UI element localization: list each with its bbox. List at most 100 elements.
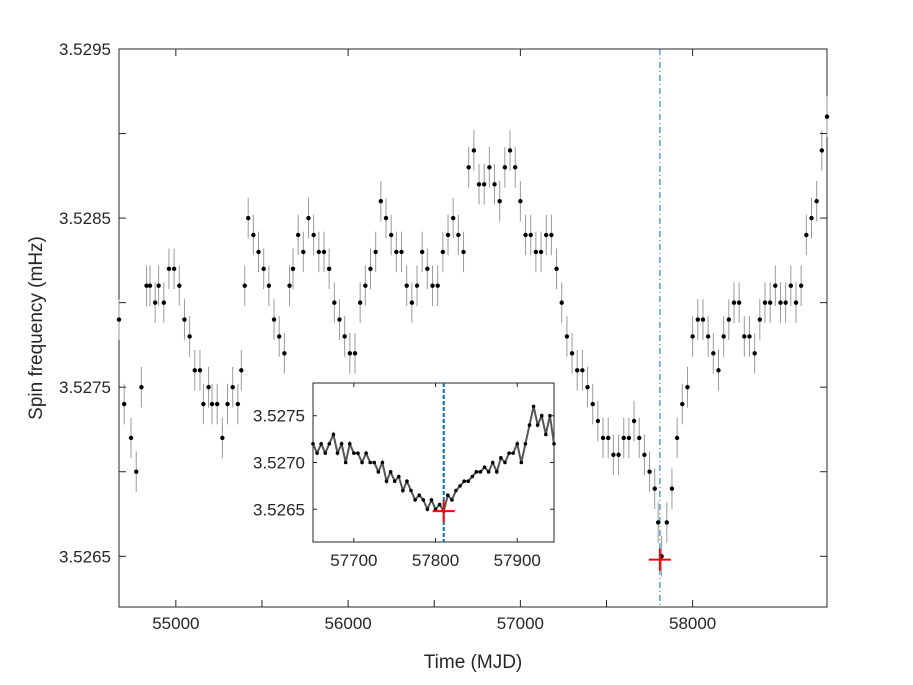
main-red-cross-marker (648, 548, 671, 571)
main-data-point (538, 249, 544, 255)
inset-data-point (437, 502, 442, 507)
main-data-point (621, 435, 626, 441)
inset-data-point (511, 451, 515, 455)
main-y-tick-label: 3.5275 (59, 378, 111, 397)
main-data-point (363, 283, 368, 288)
inset-data-point (347, 441, 352, 446)
inset-data-point (311, 441, 315, 446)
main-data-point (282, 351, 287, 356)
main-data-point (544, 232, 549, 238)
main-data-point (440, 249, 446, 255)
main-data-point (757, 317, 763, 322)
main-x-axis: 55000 56000 57000 58000 (152, 49, 716, 633)
inset-data-points (311, 404, 556, 513)
inset-data-point (503, 460, 507, 465)
main-data-point (788, 283, 794, 288)
inset-data-point (429, 498, 434, 502)
main-data-point (680, 401, 685, 407)
main-data-point (378, 198, 384, 204)
main-data-point (655, 520, 661, 525)
main-data-point (187, 334, 192, 339)
main-data-point (201, 401, 206, 407)
main-data-point (611, 452, 616, 458)
main-x-tick-label: 57000 (497, 614, 544, 633)
main-data-point (466, 165, 471, 170)
main-data-point (528, 232, 533, 238)
main-data-point (368, 266, 373, 272)
main-data-point (762, 300, 768, 305)
inset-data-point (327, 441, 332, 446)
main-data-point (266, 283, 272, 288)
main-data-point (798, 283, 804, 288)
main-data-point (600, 435, 606, 441)
inset-data-point (544, 432, 548, 437)
main-data-point (778, 300, 783, 305)
main-data-point (177, 283, 182, 288)
main-data-point (352, 351, 358, 356)
inset-data-point (356, 451, 360, 455)
main-data-point (549, 232, 554, 238)
main-data-point (631, 418, 637, 424)
inset-data-point (486, 470, 491, 474)
main-data-point (271, 317, 277, 322)
inset-data-point (360, 460, 364, 465)
main-data-point (606, 435, 611, 441)
main-data-point (523, 232, 528, 238)
y-axis-title: Spin frequency (mHz) (26, 236, 47, 420)
main-data-point (767, 300, 773, 305)
main-data-point (197, 368, 203, 373)
main-data-point (245, 215, 251, 221)
main-data-point (518, 198, 523, 204)
main-data-point (716, 368, 721, 373)
inset-data-point (527, 423, 532, 427)
main-data-point (332, 300, 337, 305)
main-data-point (409, 300, 415, 305)
inset-data-point (401, 488, 405, 493)
main-data-point (404, 283, 409, 288)
main-plot: 55000 56000 57000 58000 3.52653.52753.52853… (26, 40, 830, 673)
inset-data-point (458, 484, 462, 488)
inset-data-point (396, 474, 401, 479)
inset-data-point (335, 451, 340, 455)
main-data-point (225, 401, 230, 407)
inset-data-point (515, 441, 520, 446)
main-data-point (804, 232, 809, 238)
main-data-point (144, 283, 149, 288)
main-x-tick-label: 58000 (669, 614, 716, 633)
main-data-point (783, 300, 788, 305)
inset-y-tick-label: 3.5265 (253, 500, 305, 519)
inset-data-point (507, 451, 511, 455)
main-data-point (251, 232, 256, 238)
main-data-point (156, 283, 161, 288)
main-data-point (647, 469, 652, 474)
inset-red-cross-marker (432, 500, 455, 523)
inset-data-point (535, 423, 540, 427)
main-data-point (752, 351, 757, 356)
inset-data-point (454, 488, 458, 493)
inset-x-tick-label: 57700 (330, 551, 377, 570)
inset-x-tick-label: 57900 (494, 551, 541, 570)
main-data-point (695, 317, 701, 322)
main-data-point (373, 249, 378, 255)
main-data-point (502, 165, 508, 170)
main-data-point (342, 334, 347, 339)
inset-plot-background (312, 382, 555, 543)
inset-data-point (421, 498, 426, 502)
inset-data-point (376, 470, 381, 474)
inset-data-point (478, 470, 483, 474)
main-data-point (128, 435, 134, 441)
main-data-point (564, 334, 570, 339)
main-data-point (554, 266, 559, 272)
inset-y-axis: 3.5265 3.5270 3.5275 (253, 407, 554, 519)
main-data-point (295, 232, 301, 238)
inset-data-point (474, 470, 479, 474)
inset-data-point (343, 460, 348, 465)
inset-data-point (552, 441, 556, 446)
inset-x-axis: 57700 57800 57900 (330, 383, 541, 570)
main-data-point (399, 249, 404, 255)
main-data-point (394, 249, 399, 255)
main-data-point (616, 452, 621, 458)
inset-data-point (319, 441, 323, 446)
inset-y-tick-label: 3.5270 (253, 454, 305, 473)
main-data-point (580, 368, 585, 373)
